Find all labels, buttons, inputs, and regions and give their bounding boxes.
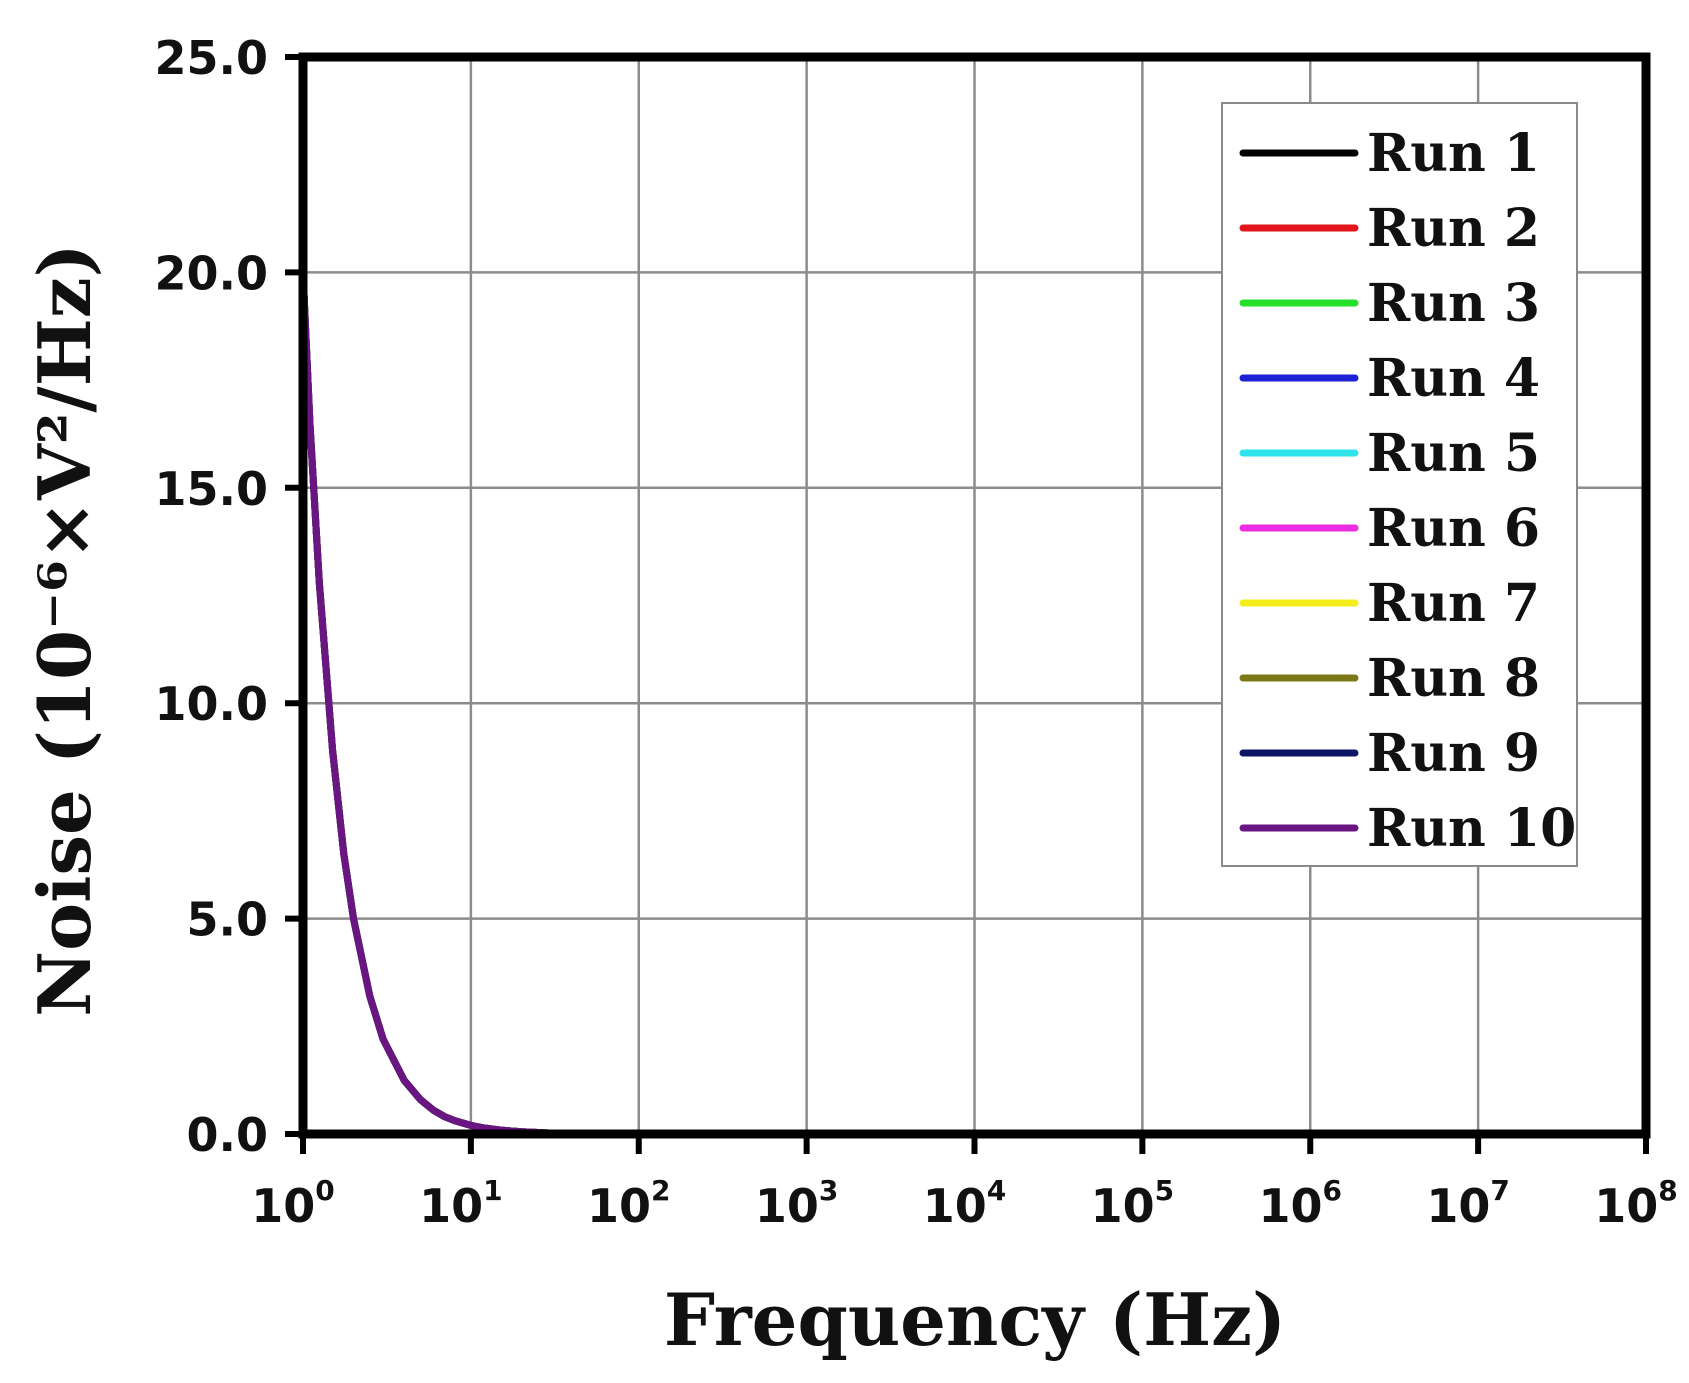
x-tick-exponent: 6 bbox=[1323, 1174, 1342, 1207]
x-tick-label: 101 bbox=[419, 1174, 503, 1233]
x-tick-exponent: 4 bbox=[987, 1174, 1006, 1207]
y-axis-title: Noise (10⁻⁶×V²/Hz) bbox=[22, 243, 107, 1016]
legend-label: Run 10 bbox=[1367, 798, 1576, 859]
legend-label: Run 5 bbox=[1367, 423, 1540, 484]
x-tick-label: 104 bbox=[923, 1174, 1007, 1233]
x-tick-base: 10 bbox=[1091, 1179, 1155, 1233]
legend-label: Run 6 bbox=[1367, 498, 1540, 559]
x-tick-base: 10 bbox=[1259, 1179, 1323, 1233]
axis-ticks bbox=[285, 54, 1649, 1154]
x-tick-base: 10 bbox=[1594, 1179, 1658, 1233]
y-tick-label: 10.0 bbox=[155, 677, 269, 731]
x-tick-label: 100 bbox=[251, 1174, 335, 1233]
legend-label: Run 7 bbox=[1367, 573, 1540, 634]
x-tick-base: 10 bbox=[419, 1179, 483, 1233]
x-tick-exponent: 5 bbox=[1155, 1174, 1174, 1207]
legend-label: Run 9 bbox=[1367, 723, 1540, 784]
x-tick-exponent: 2 bbox=[651, 1174, 670, 1207]
x-axis-title: Frequency (Hz) bbox=[664, 1277, 1286, 1362]
x-tick-exponent: 3 bbox=[819, 1174, 838, 1207]
legend-label: Run 8 bbox=[1367, 648, 1540, 709]
y-tick-label: 25.0 bbox=[155, 31, 269, 85]
x-tick-base: 10 bbox=[251, 1179, 315, 1233]
legend-items: Run 1 Run 2 Run 3 Run 4 Run 5 Run 6 Run 7 Run 8… bbox=[1239, 123, 1576, 859]
x-tick-base: 10 bbox=[1426, 1179, 1490, 1233]
x-tick-label: 102 bbox=[587, 1174, 671, 1233]
legend-label: Run 4 bbox=[1367, 348, 1540, 409]
x-tick-label: 105 bbox=[1091, 1174, 1175, 1233]
legend-label: Run 1 bbox=[1367, 123, 1540, 184]
x-tick-label: 107 bbox=[1426, 1174, 1510, 1233]
x-tick-label: 108 bbox=[1594, 1174, 1678, 1233]
x-tick-base: 10 bbox=[587, 1179, 651, 1233]
x-tick-exponent: 7 bbox=[1490, 1174, 1509, 1207]
x-tick-exponent: 0 bbox=[315, 1174, 334, 1207]
y-tick-label: 20.0 bbox=[155, 246, 269, 300]
x-tick-exponent: 1 bbox=[483, 1174, 502, 1207]
x-tick-label: 103 bbox=[755, 1174, 839, 1233]
x-tick-base: 10 bbox=[923, 1179, 987, 1233]
y-tick-labels: 0.0 5.0 10.0 15.0 20.0 25.0 bbox=[155, 31, 269, 1162]
legend-label: Run 3 bbox=[1367, 273, 1540, 334]
x-tick-labels: 100 101 102 103 104 105 106 107 108 bbox=[251, 1174, 1678, 1233]
x-tick-base: 10 bbox=[755, 1179, 819, 1233]
y-tick-label: 5.0 bbox=[187, 893, 269, 947]
legend-label: Run 2 bbox=[1367, 198, 1540, 259]
x-tick-exponent: 8 bbox=[1658, 1174, 1677, 1207]
y-tick-label: 15.0 bbox=[155, 462, 269, 516]
legend: Run 1 Run 2 Run 3 Run 4 Run 5 Run 6 Run 7 Run 8… bbox=[1221, 102, 1578, 867]
y-tick-label: 0.0 bbox=[187, 1108, 269, 1162]
x-tick-label: 106 bbox=[1259, 1174, 1343, 1233]
